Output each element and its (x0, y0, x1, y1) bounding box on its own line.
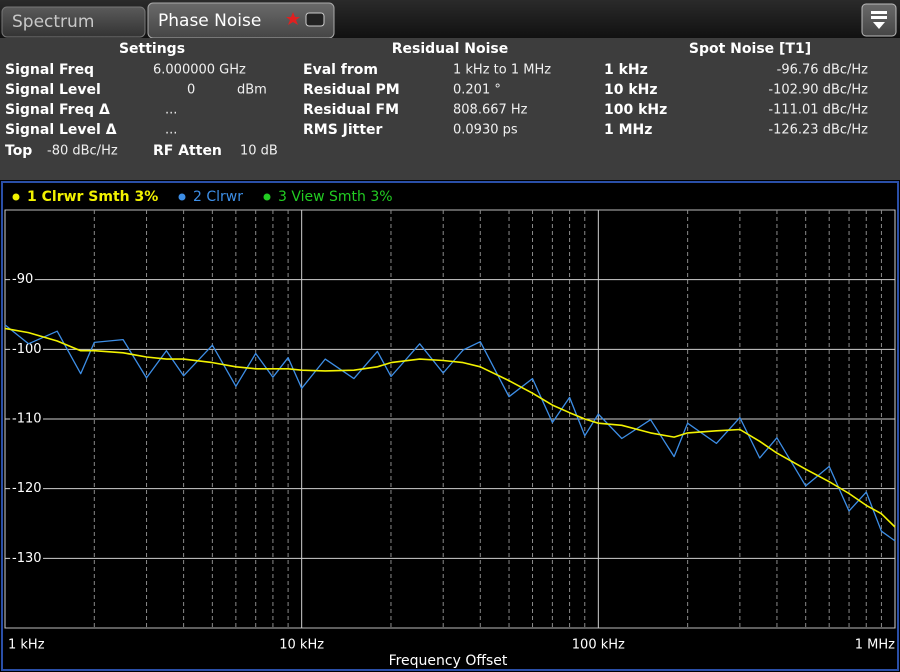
info-panel (0, 38, 900, 180)
setting-unit: dBm (237, 83, 267, 98)
legend-marker (177, 192, 187, 202)
setting-value: 0 (187, 83, 195, 98)
setting-value: ... (165, 123, 177, 138)
trace (4, 324, 896, 542)
y-tick-label: -110 (12, 412, 42, 427)
x-tick-label: 10 kHz (279, 638, 324, 653)
row-value: 0.201 ° (453, 83, 501, 98)
setting-label: Signal Freq Δ (5, 102, 110, 118)
row-value: -126.23 dBc/Hz (768, 123, 868, 138)
row-label: Residual FM (303, 102, 399, 118)
tab-icon (286, 12, 300, 25)
setting-value: 10 dB (240, 144, 278, 159)
residual-noise: Eval from 1 kHz to 1 MHz Residual PM 0.201 … (303, 62, 551, 138)
row-label: 1 kHz (604, 62, 648, 78)
row-value: 1 kHz to 1 MHz (453, 63, 551, 78)
row-value: 808.667 Hz (453, 103, 528, 118)
trace (4, 327, 896, 528)
menu-icon (871, 16, 887, 19)
spot-noise: 1 kHz -96.76 dBc/Hz 10 kHz -102.90 dBc/Hz 10… (604, 62, 868, 138)
x-tick-label: 100 kHz (572, 638, 625, 653)
row-label: Eval from (303, 62, 378, 78)
setting-value: -80 dBc/Hz (47, 144, 118, 159)
menu-button-background[interactable] (861, 3, 897, 37)
setting-value: 6.000000 GHz (153, 63, 246, 78)
x-axis-label: Frequency Offset (389, 653, 508, 669)
section-header: Settings (119, 41, 185, 57)
setting-label: Signal Freq (5, 62, 94, 78)
row-label: 10 kHz (604, 82, 658, 98)
row-value: -111.01 dBc/Hz (768, 103, 868, 118)
row-value: -102.90 dBc/Hz (768, 83, 868, 98)
x-tick-label: 1 kHz (8, 638, 45, 653)
tab-label[interactable]: Spectrum (12, 12, 94, 32)
row-label: 100 kHz (604, 102, 667, 118)
tab-label[interactable]: Phase Noise (158, 11, 261, 31)
section-header: Spot Noise [T1] (689, 41, 811, 57)
tab[interactable]: Phase Noise (147, 2, 335, 39)
y-tick-label: -120 (12, 481, 42, 496)
menu-icon (871, 11, 887, 14)
y-tick-label: -130 (12, 551, 42, 566)
y-tick-label: -90 (12, 272, 33, 287)
setting-label: RF Atten (153, 143, 222, 159)
legend-label: 3 View Smth 3% (278, 189, 393, 205)
menu-icon (873, 22, 885, 29)
setting-value: ... (165, 103, 177, 118)
tab[interactable]: Spectrum (1, 6, 146, 38)
tab-background (1, 6, 146, 38)
section-header: Residual Noise (392, 41, 508, 57)
x-tick-label: 1 MHz (855, 638, 895, 653)
row-label: Residual PM (303, 82, 400, 98)
row-value: 0.0930 ps (453, 123, 518, 138)
setting-label: Signal Level (5, 82, 101, 98)
row-label: 1 MHz (604, 122, 652, 138)
y-tick-label: -100 (12, 342, 42, 357)
chart: 1 kHz 10 kHz 100 kHz 1 MHz -90 -100 -110 -120 -1… (4, 189, 896, 653)
legend-marker (11, 192, 21, 202)
legend-marker (262, 192, 272, 202)
legend-label: 2 Clrwr (193, 189, 243, 205)
menu-button[interactable] (861, 3, 897, 37)
setting-label: Top (5, 143, 32, 159)
legend-label: 1 Clrwr Smth 3% (27, 189, 158, 205)
row-value: -96.76 dBc/Hz (777, 63, 869, 78)
setting-label: Signal Level Δ (5, 122, 117, 138)
row-label: RMS Jitter (303, 122, 383, 138)
tab-icon (305, 12, 325, 27)
